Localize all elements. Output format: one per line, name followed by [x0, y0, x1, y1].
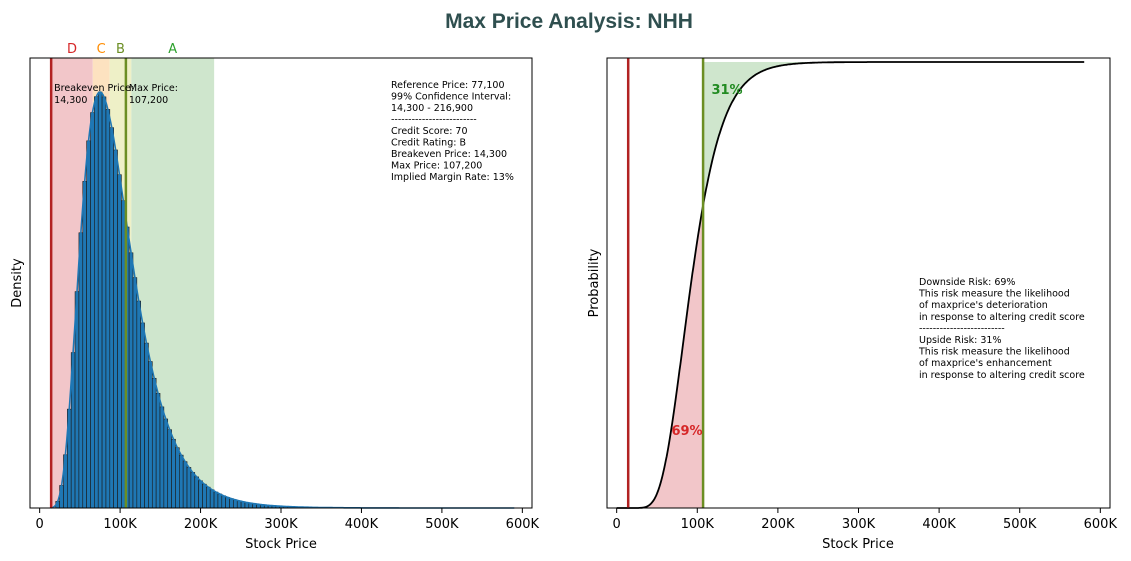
y-axis-label: Probability	[587, 248, 602, 317]
grade-label-B: B	[116, 42, 125, 57]
info-line: Max Price: 107,200	[391, 161, 482, 172]
x-tick-label: 500K	[1003, 517, 1037, 532]
risk-info-line: in response to altering credit score	[919, 370, 1085, 381]
histogram-bar	[148, 361, 153, 509]
histogram-bar	[198, 480, 203, 509]
downside-area	[628, 209, 704, 508]
x-axis-label: Stock Price	[822, 537, 894, 552]
histogram-bar	[163, 418, 169, 509]
x-tick-label: 100K	[681, 517, 715, 532]
risk-info-line: This risk measure the likelihood	[918, 289, 1070, 300]
cdf-curve	[616, 61, 1085, 509]
histogram-bar	[233, 499, 238, 509]
x-tick-label: 0	[613, 517, 621, 532]
x-tick-label: 600K	[1084, 517, 1118, 532]
risk-info-box: Downside Risk: 69%This risk measure the …	[918, 277, 1085, 381]
x-axis-ticks: 0 100K 200K 300K 400K 500K 600K	[613, 508, 1118, 532]
histogram-bar	[159, 406, 165, 509]
info-line: 14,300 - 216,900	[391, 103, 473, 114]
histogram-bar	[101, 96, 107, 509]
risk-info-line: of maxprice's deterioration	[919, 300, 1048, 311]
histogram-bar	[109, 127, 114, 509]
risk-info-line: This risk measure the likelihood	[918, 347, 1070, 358]
histogram-bar	[140, 322, 145, 509]
info-line: Credit Rating: B	[391, 138, 466, 149]
histogram-bar	[144, 342, 149, 509]
info-line: Credit Score: 70	[391, 126, 468, 137]
histogram-bar	[229, 498, 234, 509]
x-axis-label: Stock Price	[245, 537, 317, 552]
x-tick-label: 600K	[506, 517, 540, 532]
histogram-bar	[190, 472, 196, 509]
histogram-bar	[217, 493, 223, 509]
info-line: 99% Confidence Interval:	[391, 92, 511, 103]
info-line: Reference Price: 77,100	[391, 80, 505, 91]
histogram-bar	[209, 489, 215, 509]
histogram-bar	[182, 461, 188, 509]
info-line: Implied Margin Rate: 13%	[391, 172, 514, 183]
histogram-bar	[225, 496, 230, 509]
x-axis-ticks: 0 100K 200K 300K 400K 500K 600K	[36, 508, 540, 532]
risk-info-line: Upside Risk: 31%	[919, 335, 1002, 346]
grade-label-C: C	[97, 42, 106, 57]
histogram-bar	[171, 438, 176, 509]
grade-label-D: D	[67, 42, 77, 57]
histogram-bar	[117, 174, 122, 509]
upside-area	[703, 62, 1085, 206]
breakeven-label: Breakeven Price:	[54, 83, 134, 94]
x-tick-label: 300K	[842, 517, 876, 532]
histogram-bar	[151, 377, 157, 509]
x-tick-label: 0	[36, 517, 44, 532]
histogram-bar	[213, 491, 219, 509]
y-axis-label: Density	[10, 258, 25, 308]
breakeven-value: 14,300	[54, 95, 87, 106]
risk-info-line: Downside Risk: 69%	[919, 277, 1015, 288]
risk-info-line: of maxprice's enhancement	[919, 358, 1052, 369]
x-tick-label: 500K	[425, 517, 459, 532]
histogram-bar	[82, 181, 87, 509]
risk-info-line: in response to altering credit score	[919, 312, 1085, 323]
histogram-bar	[175, 447, 180, 509]
x-tick-label: 300K	[264, 517, 298, 532]
max-price-label: Max Price:	[129, 83, 178, 94]
x-tick-label: 100K	[103, 517, 137, 532]
histogram-bar	[167, 429, 172, 509]
histogram-panel: Breakeven Price: 14,300 Max Price: 107,2…	[10, 42, 539, 552]
histogram-bar	[186, 467, 192, 509]
histogram-bar	[206, 486, 211, 509]
upside-percent-label: 31%	[711, 83, 742, 98]
histogram-bar	[94, 96, 99, 509]
histogram-bar	[221, 495, 226, 509]
histogram-bar	[194, 476, 199, 509]
histogram-bar	[113, 149, 118, 509]
info-line: -------------------------	[391, 115, 477, 126]
x-tick-label: 400K	[922, 517, 956, 532]
info-line: Breakeven Price: 14,300	[391, 149, 507, 160]
histogram-bar	[136, 300, 141, 509]
histogram-bar	[86, 140, 91, 509]
x-tick-label: 200K	[184, 517, 218, 532]
histogram-bar	[179, 454, 184, 509]
histogram-bar	[90, 112, 95, 509]
histogram-bar	[202, 483, 207, 509]
histogram-bar	[128, 252, 134, 509]
risk-info-line: -------------------------	[919, 323, 1005, 334]
histogram-bar	[155, 393, 161, 509]
cdf-panel: 69% 31% Downside Risk: 69%This risk meas…	[587, 57, 1118, 552]
figure-title: Max Price Analysis: NHH	[445, 10, 693, 33]
histogram-bar	[97, 91, 103, 509]
histogram-bar	[105, 109, 111, 509]
downside-percent-label: 69%	[671, 424, 702, 439]
x-tick-label: 200K	[761, 517, 795, 532]
histogram-bar	[78, 232, 84, 509]
max-price-value: 107,200	[129, 95, 168, 106]
x-tick-label: 400K	[345, 517, 379, 532]
grade-label-A: A	[168, 42, 177, 57]
histogram-bar	[132, 277, 138, 509]
